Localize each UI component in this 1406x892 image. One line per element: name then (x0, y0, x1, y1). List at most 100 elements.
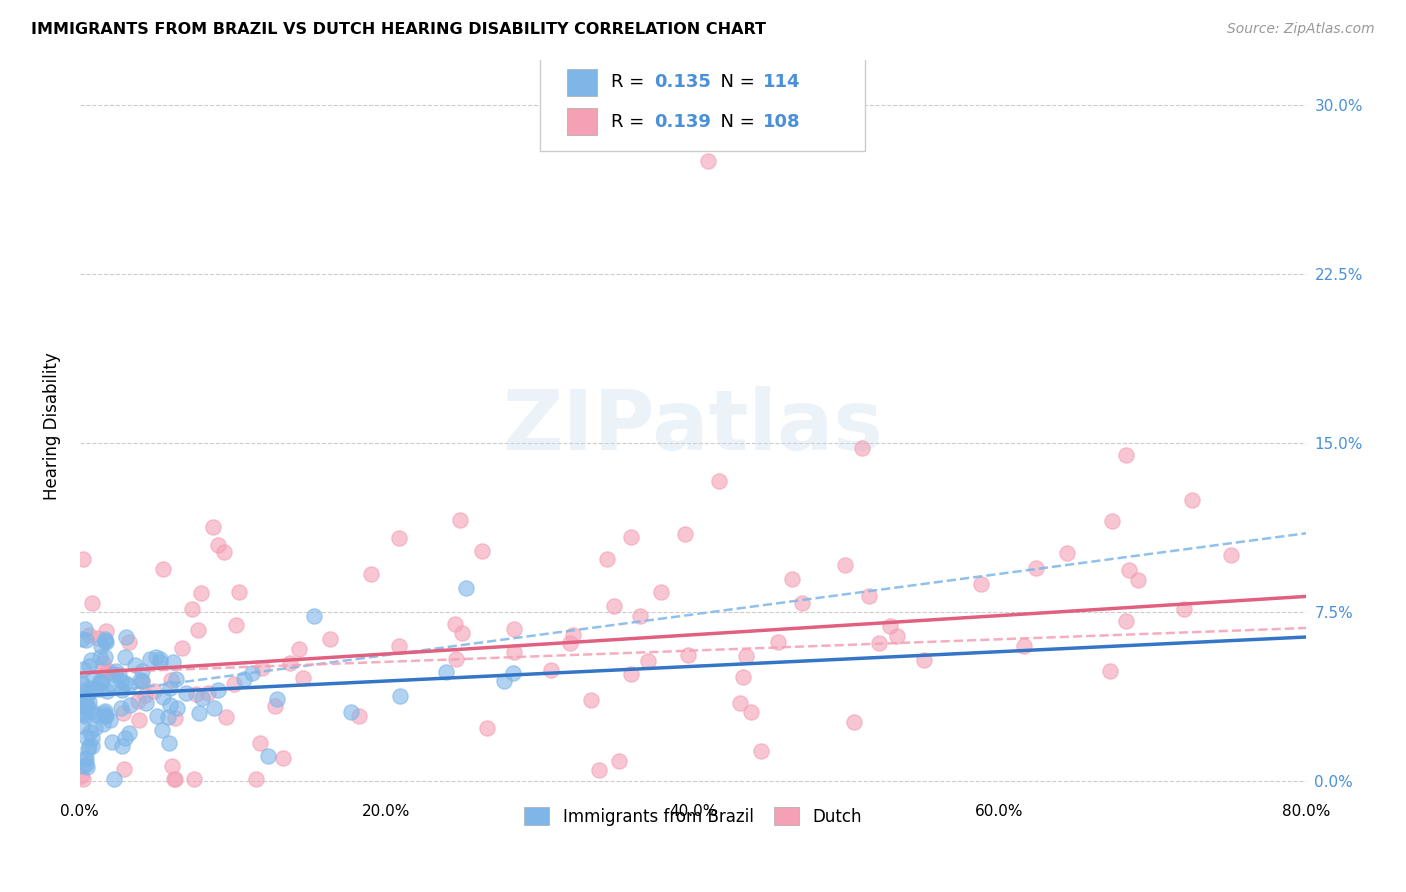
Point (70, 706, 93, 720)
Point (160, 758, 183, 772)
Point (70, 675, 93, 690)
Point (111, 682, 134, 697)
Point (124, 658, 146, 673)
Bar (567, 108, 598, 135)
Point (628, 608, 651, 623)
Point (879, 619, 901, 633)
Point (470, 543, 492, 558)
Point (112, 762, 135, 776)
Point (271, 750, 294, 764)
Point (73, 697, 96, 711)
Point (768, 635, 790, 649)
Point (93, 709, 115, 723)
Point (75, 752, 97, 766)
Point (127, 694, 149, 708)
Point (912, 653, 935, 667)
Point (340, 705, 363, 719)
Point (562, 628, 585, 642)
Point (1118, 563, 1140, 577)
Point (1115, 448, 1137, 462)
Point (87, 631, 110, 645)
Point (1014, 639, 1036, 653)
Point (1098, 664, 1121, 678)
Point (620, 667, 643, 681)
Point (94, 705, 117, 719)
Point (77, 741, 100, 756)
Point (595, 552, 617, 566)
Point (82, 706, 104, 720)
Point (115, 630, 138, 644)
Point (91, 716, 114, 731)
Point (360, 566, 382, 581)
Point (75, 632, 97, 647)
Point (94, 632, 117, 647)
Point (250, 661, 273, 675)
Point (91, 663, 114, 677)
Point (80, 731, 103, 746)
Point (197, 685, 219, 699)
Point (1181, 493, 1204, 508)
Point (79, 686, 101, 700)
Text: Source: ZipAtlas.com: Source: ZipAtlas.com (1227, 22, 1375, 37)
Point (607, 755, 630, 769)
Legend: Immigrants from Brazil, Dutch: Immigrants from Brazil, Dutch (515, 797, 872, 836)
Point (678, 648, 700, 663)
Point (89, 674, 111, 689)
Point (91, 657, 114, 671)
Point (134, 688, 156, 702)
Point (75, 708, 97, 723)
Point (187, 623, 209, 637)
Point (118, 677, 141, 691)
Point (89, 649, 111, 664)
Point (73, 707, 96, 722)
Point (388, 639, 411, 653)
Point (697, 154, 720, 169)
Point (475, 721, 498, 735)
Point (82, 681, 104, 696)
Point (1173, 602, 1195, 616)
Point (844, 715, 866, 730)
Point (73, 699, 96, 714)
Point (73, 697, 96, 711)
Point (96, 624, 118, 638)
Point (70, 689, 93, 703)
Point (157, 735, 180, 749)
Point (456, 582, 478, 596)
Point (502, 665, 524, 680)
Point (1115, 614, 1137, 628)
Point (72, 772, 94, 786)
Point (858, 589, 880, 603)
Text: 114: 114 (763, 73, 800, 91)
Point (96, 665, 118, 679)
Point (72, 759, 94, 773)
Point (84, 721, 107, 735)
Point (76, 760, 98, 774)
Point (128, 713, 150, 727)
Text: IMMIGRANTS FROM BRAZIL VS DUTCH HEARING DISABILITY CORRELATION CHART: IMMIGRANTS FROM BRAZIL VS DUTCH HEARING … (31, 22, 766, 37)
Point (84, 681, 107, 695)
Point (165, 673, 187, 687)
Point (292, 671, 315, 685)
Point (120, 698, 142, 712)
Point (73, 697, 96, 711)
Point (792, 596, 814, 610)
Text: N =: N = (709, 112, 761, 131)
Point (89, 676, 111, 690)
Point (103, 772, 125, 786)
Point (162, 655, 184, 669)
Point (93, 706, 115, 720)
Point (673, 527, 696, 541)
Point (72, 719, 94, 733)
Point (709, 474, 731, 488)
Point (90, 675, 112, 690)
Point (96, 684, 118, 698)
Point (588, 763, 610, 777)
Point (834, 558, 856, 572)
Point (868, 636, 890, 650)
Point (233, 672, 256, 686)
Point (131, 673, 153, 688)
Point (159, 681, 181, 696)
Point (79, 739, 101, 754)
Point (637, 654, 659, 668)
Point (105, 664, 128, 678)
